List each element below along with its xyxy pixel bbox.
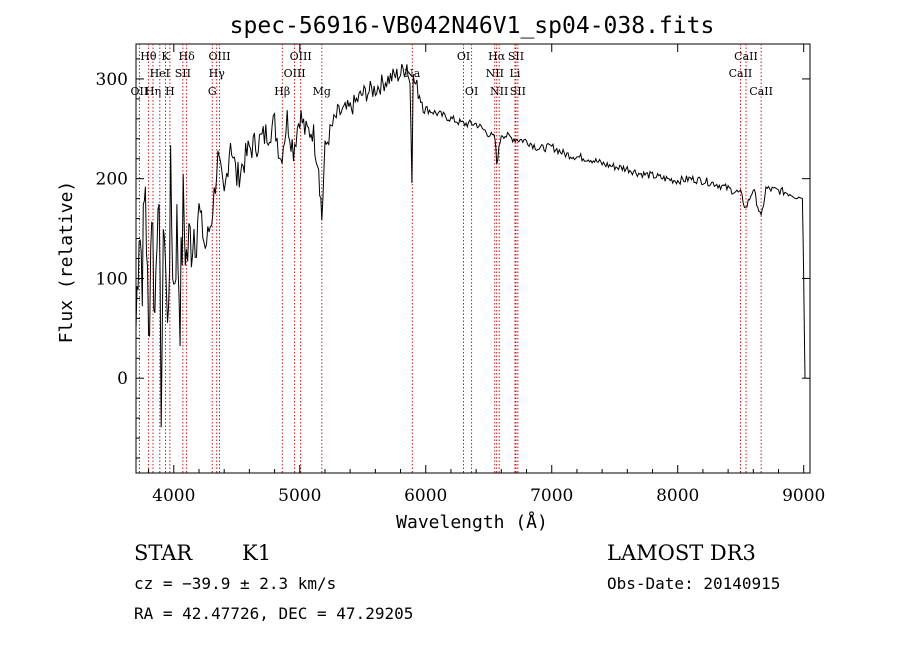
line-label-H-beta: Hβ [274,85,290,98]
chart-title: spec-56916-VB042N46V1_sp04-038.fits [230,13,715,39]
line-label-S-II-6716: SII [508,50,524,63]
x-axis-ticks: 4000 5000 6000 7000 8000 9000 [148,44,825,506]
object-class: STAR [134,541,193,565]
x-tick-label: 8000 [656,486,699,506]
line-label-He-I: HeI [150,67,170,80]
line-label-Ca-II-8498: CaII [729,67,753,80]
line-label-Ca-II-8542: CaII [734,50,758,63]
redshift-cz: cz = −39.9 ± 2.3 km/s [134,574,336,593]
line-label-G: G [208,85,217,98]
line-label-O-II: OII [131,85,149,98]
line-label-K: K [161,50,170,63]
line-label-N-II-6548: NII [486,67,504,80]
line-label-S-II-6731: SII [510,85,526,98]
line-label-O-III-4959: OIII [284,67,306,80]
line-label-N-II-6583: NII [490,85,508,98]
ra-dec: RA = 42.47726, DEC = 47.29205 [134,604,413,623]
line-label-S-II-blue: SII [175,67,191,80]
observation-date: Obs-Date: 20140915 [607,574,780,593]
line-label-H: H [165,85,175,98]
y-tick-label: 0 [117,369,128,389]
line-label-H-eta: Hη [145,85,161,98]
y-axis-ticks: 0 100 200 300 [96,58,810,459]
line-label-O-III-4363: OIII [208,50,230,63]
x-tick-label: 9000 [782,486,825,506]
line-label-H-delta: Hδ [179,50,196,63]
line-label-O-I-6300: OI [457,50,470,63]
object-subclass: K1 [242,541,271,565]
line-label-H-alpha: Hα [488,50,506,63]
y-tick-label: 300 [96,70,128,90]
x-axis-label: Wavelength (Å) [396,511,548,533]
survey-name: LAMOST DR3 [607,541,756,565]
spectral-line-markers [138,44,762,473]
spectrum-line [135,63,806,428]
line-label-H-theta: Hθ [140,50,157,63]
y-tick-label: 200 [96,170,128,190]
x-tick-label: 6000 [404,486,447,506]
y-axis-label: Flux (relative) [56,181,77,344]
x-tick-label: 7000 [530,486,573,506]
line-label-Li: Li [510,67,521,80]
line-label-Ca-II-8662: CaII [749,85,773,98]
x-tick-label: 4000 [152,486,195,506]
line-label-H-gamma: Hγ [209,67,226,80]
y-tick-label: 100 [96,269,128,289]
plot-frame [135,43,811,474]
line-label-Mg: Mg [313,85,331,98]
line-label-O-I-6364: OI [465,85,478,98]
line-label-O-III-5007: OIII [290,50,312,63]
x-tick-label: 5000 [278,486,321,506]
